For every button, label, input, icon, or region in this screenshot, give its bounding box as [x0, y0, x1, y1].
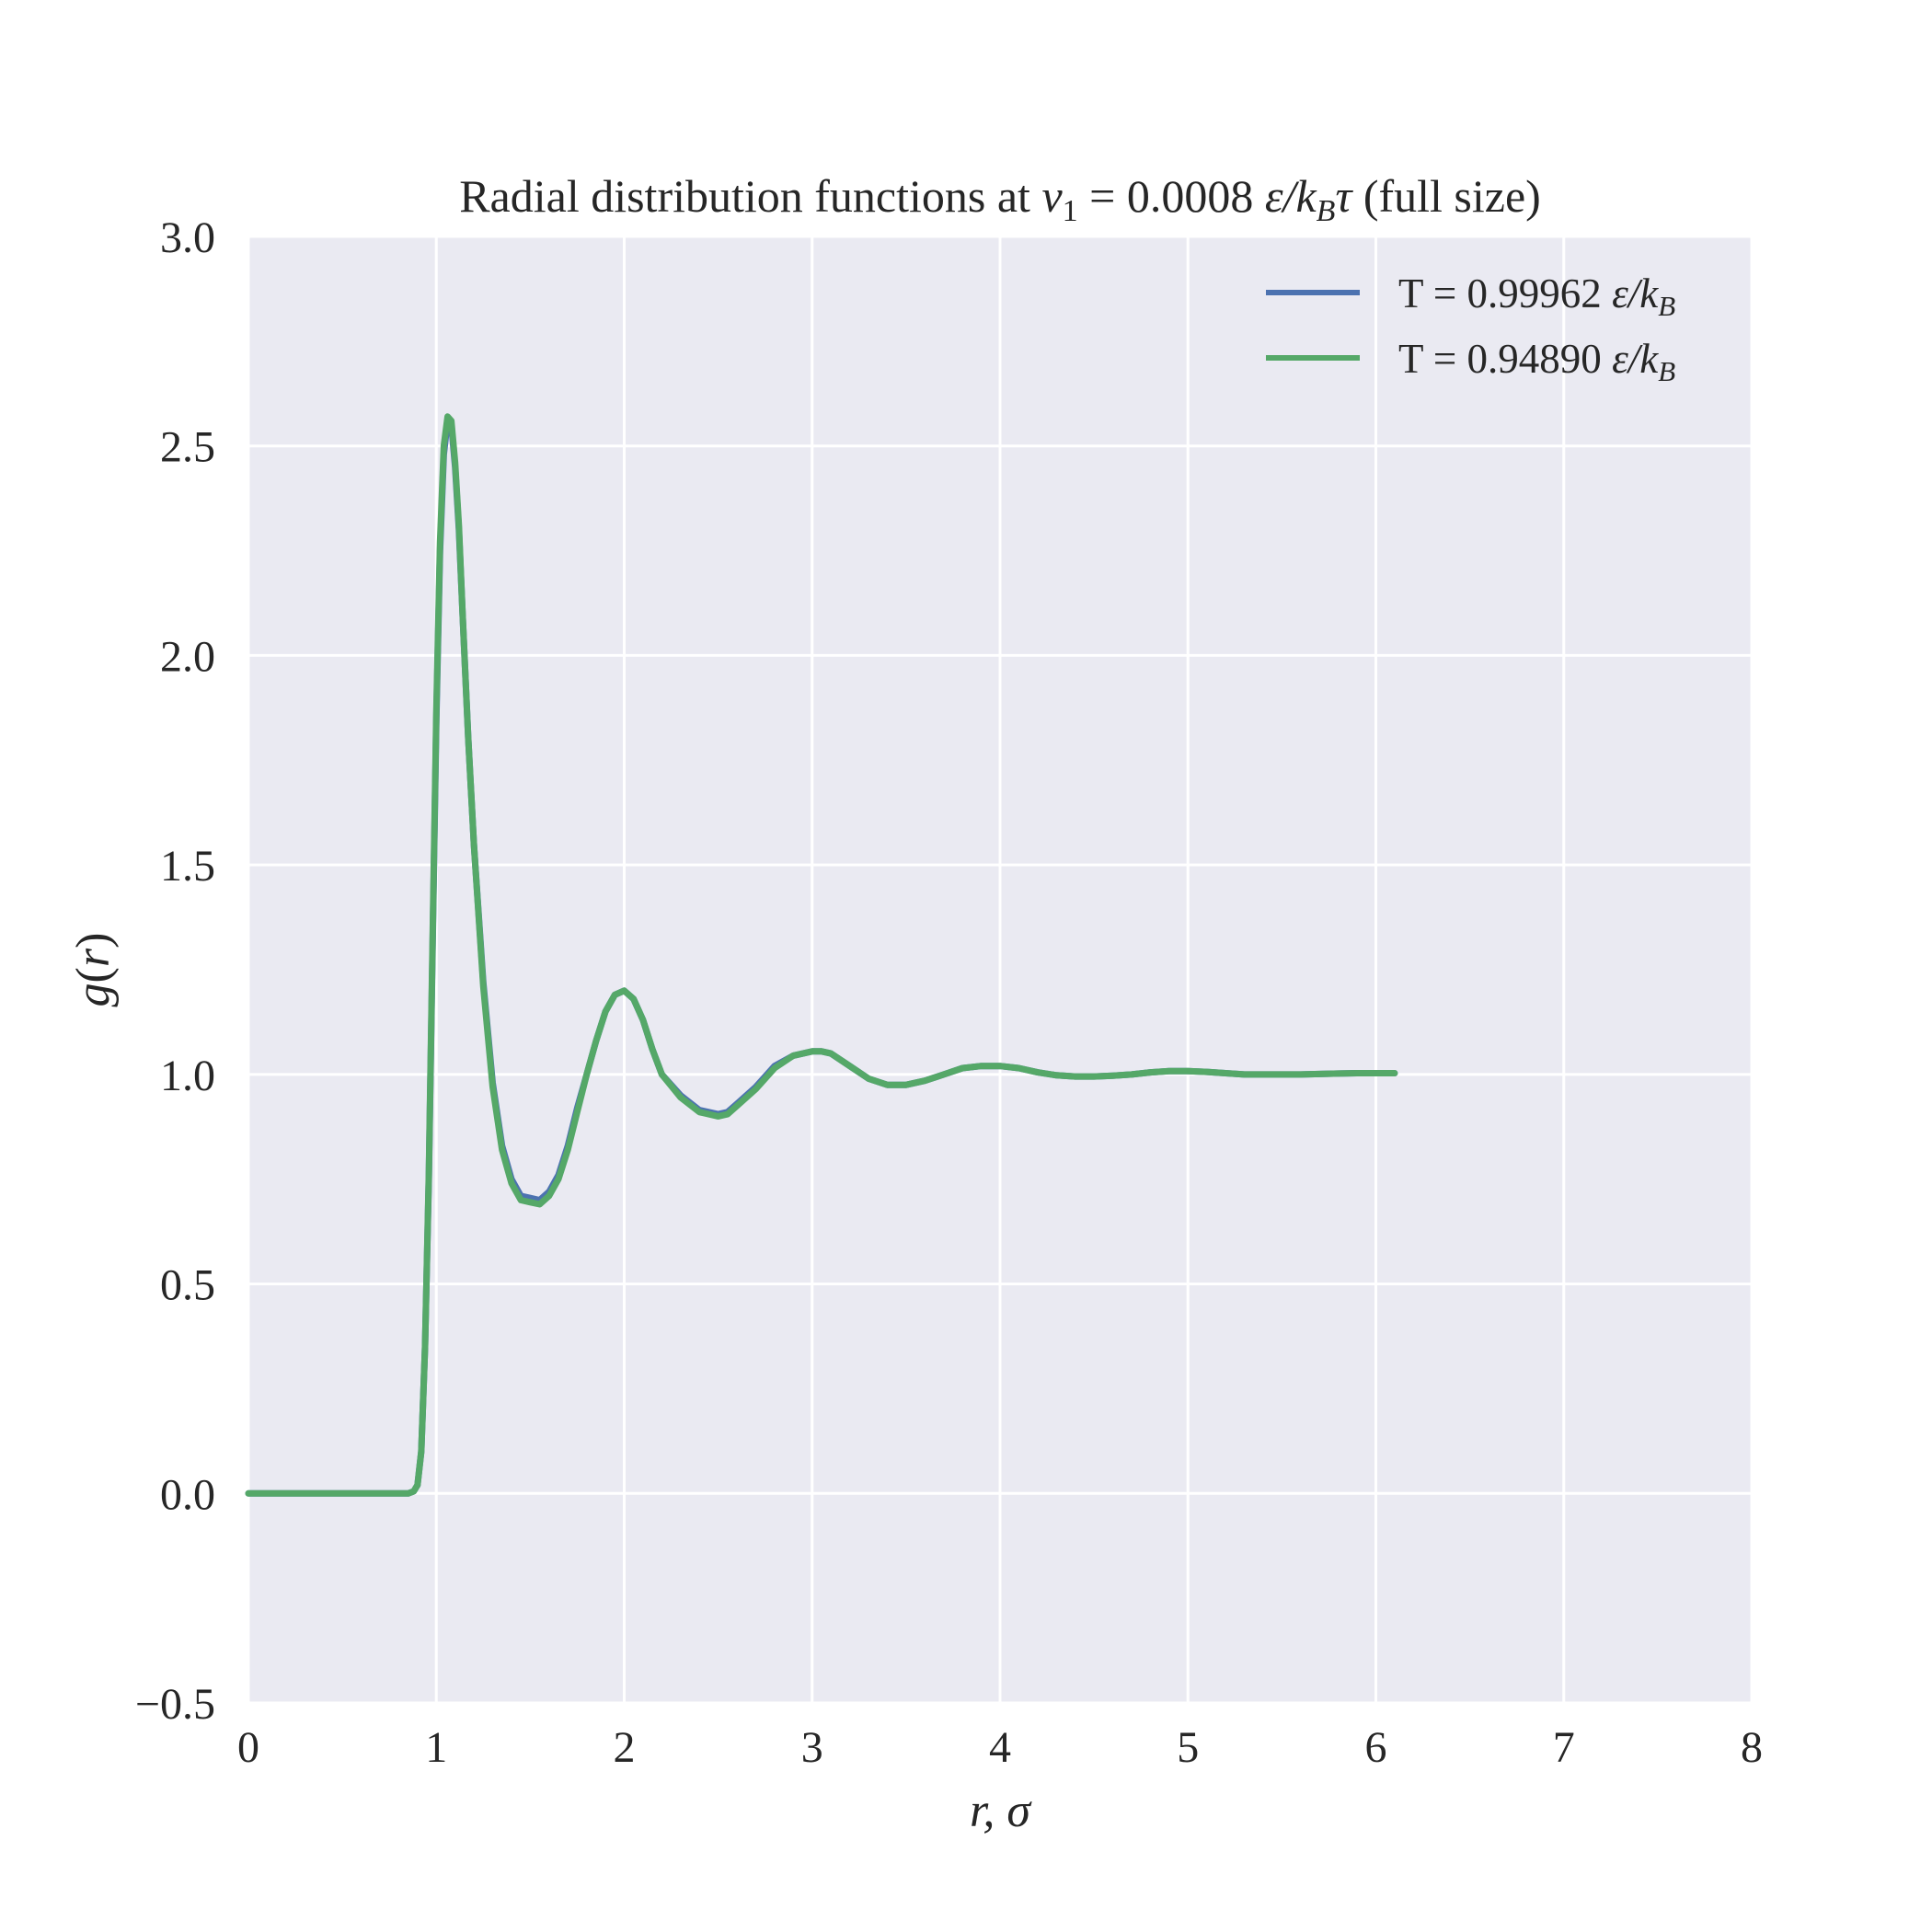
x-tick-label: 0	[237, 1723, 259, 1772]
y-tick-label: 2.0	[160, 632, 215, 681]
grid	[247, 235, 1754, 1705]
y-tick-label: 1.5	[160, 842, 215, 891]
x-axis-label: r, σ	[970, 1785, 1032, 1837]
series-line-2	[245, 413, 1398, 1497]
legend: T = 0.99962 ε/kB T = 0.94890 ε/kB	[1266, 270, 1675, 387]
series-lines	[245, 413, 1398, 1497]
y-tick-label: −0.5	[135, 1680, 215, 1729]
tick-labels: 0 1 2 3 4 5 6 7 8 −0.5 0.0 0.5 1.0 1.5 2.0 2.5 3.0	[135, 213, 1763, 1772]
x-tick-label: 3	[801, 1723, 823, 1772]
y-tick-label: 0.0	[160, 1470, 215, 1519]
y-tick-label: 0.5	[160, 1261, 215, 1310]
x-tick-label: 1	[425, 1723, 447, 1772]
legend-label-series-2: T = 0.94890 ε/kB	[1398, 336, 1675, 387]
x-tick-label: 6	[1365, 1723, 1387, 1772]
x-tick-label: 5	[1177, 1723, 1199, 1772]
y-tick-label: 3.0	[160, 213, 215, 262]
x-tick-label: 7	[1553, 1723, 1575, 1772]
legend-label-series-1: T = 0.99962 ε/kB	[1398, 270, 1675, 322]
y-tick-label: 2.5	[160, 423, 215, 472]
x-tick-label: 4	[989, 1723, 1011, 1772]
x-tick-label: 8	[1741, 1723, 1763, 1772]
x-tick-label: 2	[614, 1723, 636, 1772]
chart-title: Radial distribution functions at v1 = 0.…	[459, 170, 1541, 228]
y-tick-label: 1.0	[160, 1052, 215, 1100]
y-axis-label: g(r)	[67, 933, 120, 1007]
